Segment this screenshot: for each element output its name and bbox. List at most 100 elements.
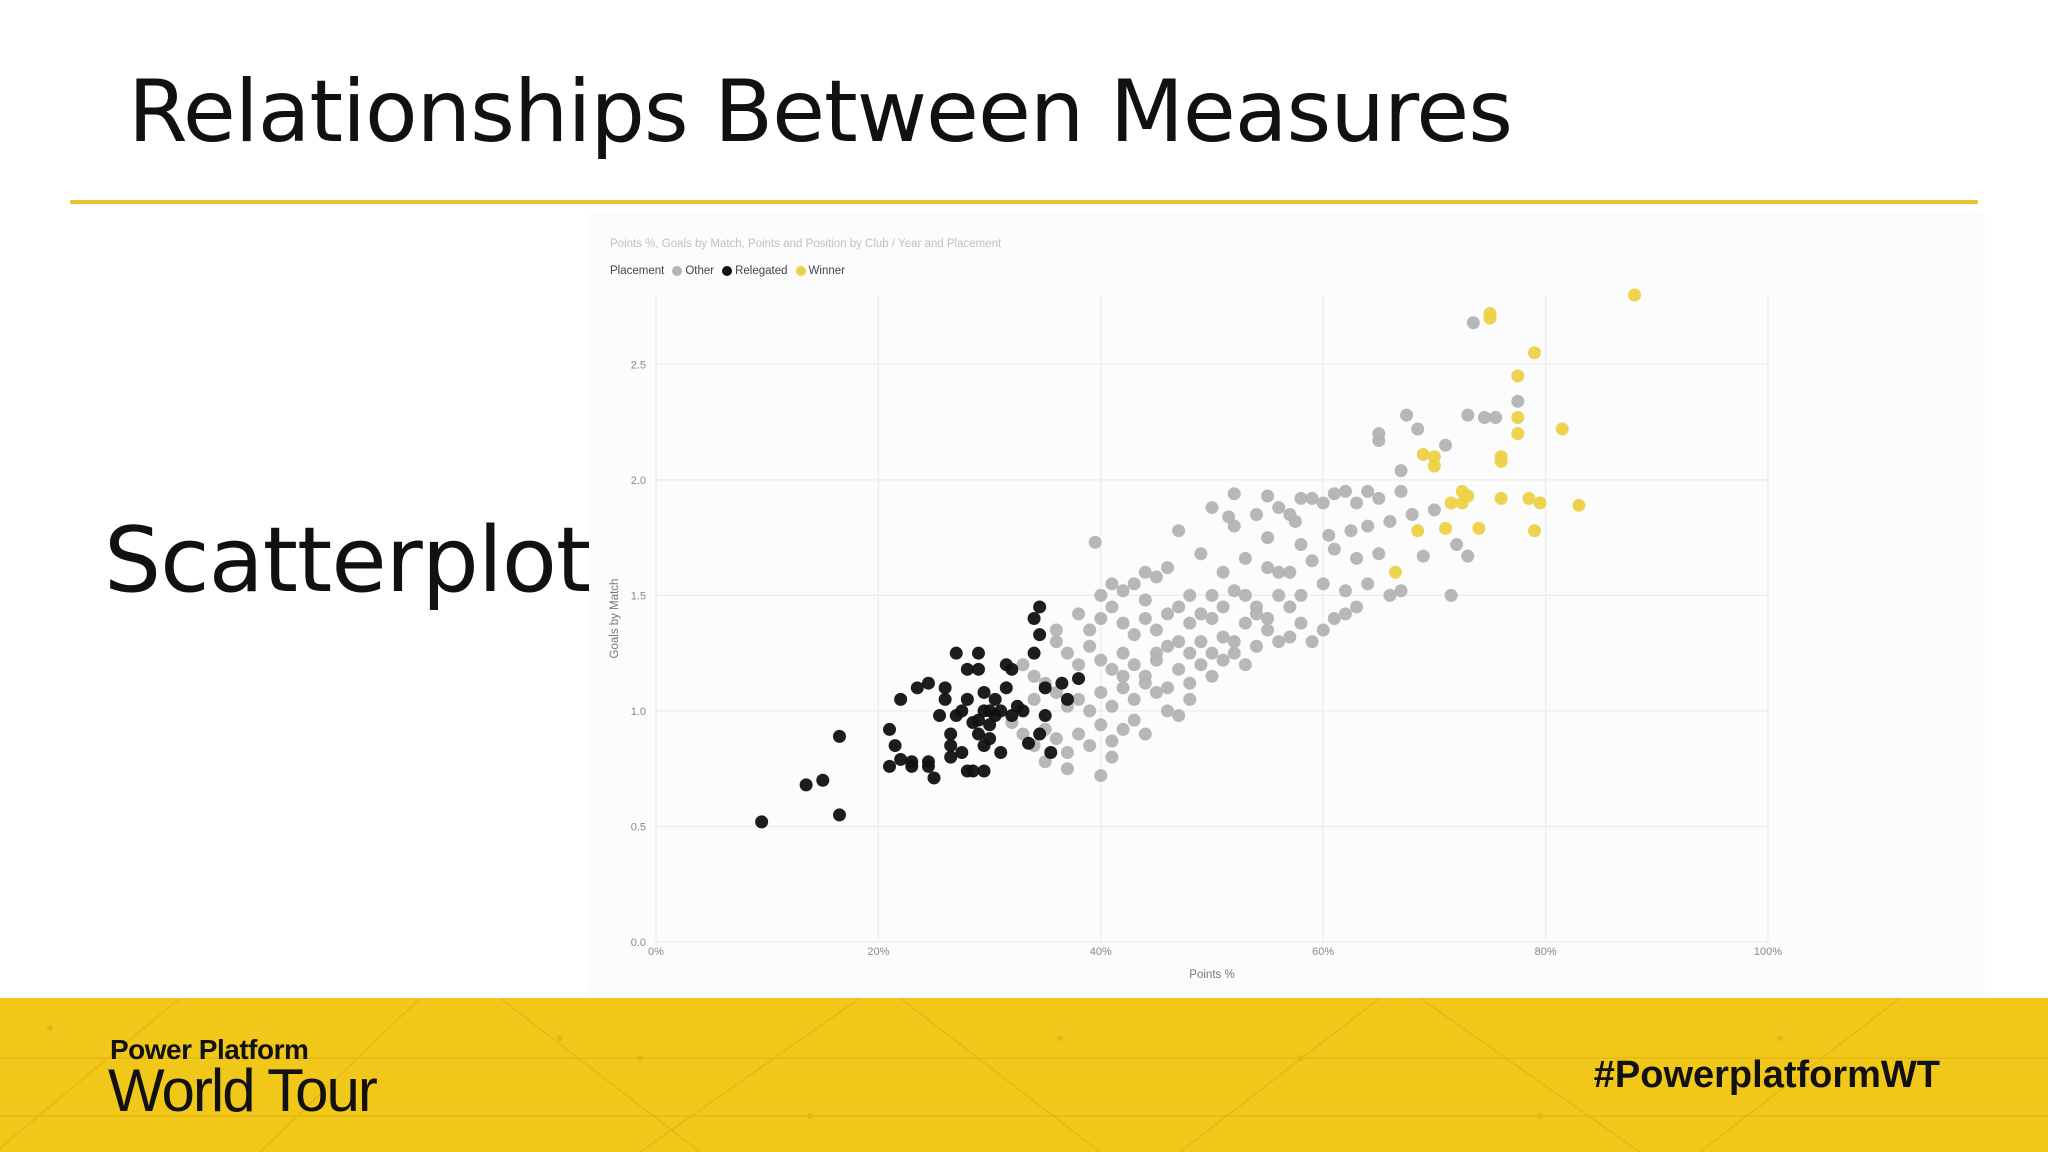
data-point-other <box>1172 600 1186 614</box>
data-point-relegated <box>994 704 1008 718</box>
data-point-other <box>1249 508 1263 522</box>
brand-logo-line1: Power Platform <box>110 1034 309 1065</box>
data-point-other <box>1105 662 1119 676</box>
data-point-other <box>1183 646 1197 660</box>
data-point-other <box>1049 623 1063 637</box>
data-point-other <box>1060 762 1074 776</box>
data-point-other <box>1138 727 1152 741</box>
data-point-other <box>1016 658 1030 672</box>
data-point-other <box>1383 514 1397 528</box>
data-point-other <box>1450 538 1464 552</box>
data-point-winner <box>1527 346 1541 360</box>
data-point-other <box>1127 692 1141 706</box>
data-point-other <box>1094 769 1108 783</box>
data-point-other <box>1238 551 1252 565</box>
data-point-other <box>1088 535 1102 549</box>
data-point-other <box>1394 484 1408 498</box>
footer-pattern <box>0 998 2048 1152</box>
data-point-other <box>1183 692 1197 706</box>
data-point-other <box>1116 669 1130 683</box>
data-point-relegated <box>927 771 941 785</box>
data-point-other <box>1027 669 1041 683</box>
data-point-relegated <box>1022 736 1036 750</box>
data-point-other <box>1394 584 1408 598</box>
data-point-relegated <box>977 685 991 699</box>
data-point-relegated <box>1044 746 1058 760</box>
data-point-winner <box>1411 524 1425 538</box>
legend-winner-label[interactable]: Winner <box>808 265 845 277</box>
data-point-relegated <box>944 727 958 741</box>
data-point-other <box>1161 607 1175 621</box>
data-point-other <box>1405 508 1419 522</box>
data-point-relegated <box>1027 612 1041 625</box>
data-point-other <box>1138 565 1152 579</box>
data-point-other <box>1205 646 1219 660</box>
data-point-other <box>1183 676 1197 690</box>
data-point-other <box>1400 408 1414 422</box>
data-point-relegated <box>921 676 935 690</box>
data-point-relegated <box>832 808 846 822</box>
data-point-other <box>1172 524 1186 538</box>
data-point-other <box>1294 491 1308 505</box>
data-point-other <box>1083 623 1097 637</box>
data-point-other <box>1350 551 1364 565</box>
legend-relegated-marker <box>722 266 733 276</box>
data-point-other <box>1138 676 1152 690</box>
legend-relegated-label[interactable]: Relegated <box>735 265 788 277</box>
legend-winner-marker <box>795 266 806 276</box>
data-point-other <box>1361 577 1375 591</box>
data-point-other <box>1127 577 1141 591</box>
data-point-other <box>1461 408 1475 422</box>
slide-title: Relationships Between Measures <box>128 62 1513 162</box>
data-point-winner <box>1483 311 1497 325</box>
x-tick-label: 80% <box>1535 946 1557 958</box>
data-point-other <box>1161 704 1175 718</box>
data-point-other <box>1072 692 1086 706</box>
data-point-other <box>1105 577 1119 591</box>
data-point-relegated <box>1027 646 1041 660</box>
legend-other-label[interactable]: Other <box>685 265 715 277</box>
data-point-other <box>1161 639 1175 653</box>
data-point-other <box>1072 658 1086 672</box>
data-point-other <box>1060 746 1074 760</box>
data-point-other <box>1416 549 1430 563</box>
data-point-other <box>1149 685 1163 699</box>
data-point-other <box>1227 635 1241 649</box>
y-tick-label: 1.0 <box>631 706 646 718</box>
data-point-other <box>1094 685 1108 699</box>
data-point-other <box>1411 422 1425 436</box>
data-point-relegated <box>977 764 991 778</box>
data-point-other <box>1127 713 1141 727</box>
data-point-winner <box>1444 496 1458 510</box>
data-point-relegated <box>755 815 769 829</box>
data-point-other <box>1261 489 1275 503</box>
data-point-other <box>1072 727 1086 741</box>
data-point-relegated <box>983 732 997 746</box>
data-point-other <box>1305 554 1319 568</box>
data-point-other <box>1372 427 1386 441</box>
data-point-other <box>1227 519 1241 533</box>
data-point-other <box>1249 607 1263 621</box>
x-tick-label: 60% <box>1312 946 1334 958</box>
data-point-other <box>1427 503 1441 517</box>
data-point-relegated <box>933 709 947 723</box>
data-point-other <box>1216 600 1230 614</box>
x-axis-label: Points % <box>1189 969 1234 981</box>
event-hashtag: #PowerplatformWT <box>1593 1054 1940 1096</box>
data-point-relegated <box>988 692 1002 706</box>
data-point-other <box>1327 542 1341 556</box>
data-point-relegated <box>938 681 952 695</box>
x-tick-label: 0% <box>648 946 664 958</box>
y-tick-label: 1.5 <box>631 590 646 602</box>
data-point-relegated <box>1038 681 1052 695</box>
data-point-other <box>1316 496 1330 510</box>
title-divider <box>70 200 1978 204</box>
data-point-winner <box>1572 498 1586 512</box>
data-point-other <box>1172 662 1186 676</box>
y-tick-label: 2.0 <box>631 475 646 487</box>
data-point-other <box>1439 438 1453 452</box>
data-point-other <box>1327 612 1341 625</box>
data-point-relegated <box>883 759 897 773</box>
data-point-other <box>1461 549 1475 563</box>
y-tick-label: 2.5 <box>631 359 646 371</box>
